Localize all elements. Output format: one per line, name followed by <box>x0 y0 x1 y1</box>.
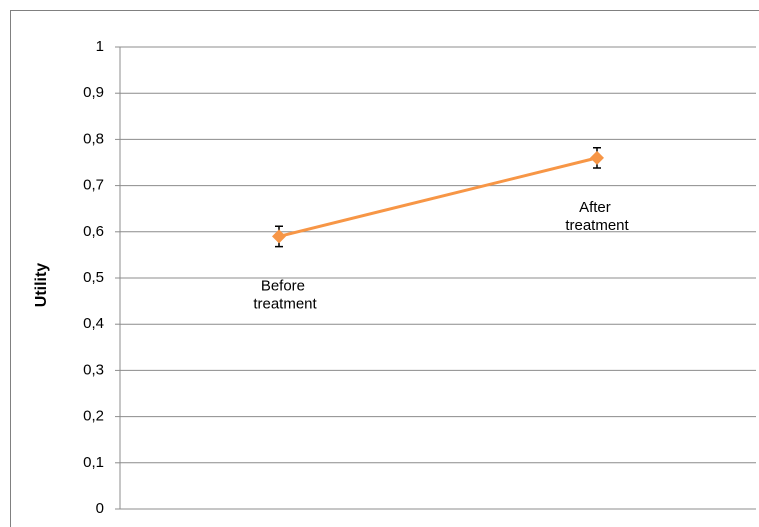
data-line <box>278 156 598 238</box>
y-tick-label: 0,6 <box>83 223 104 240</box>
y-tick-label: 0 <box>96 500 104 517</box>
y-tick-label: 0,7 <box>83 177 104 194</box>
y-tick-label: 0,3 <box>83 361 104 378</box>
y-tick-label: 0,2 <box>83 408 104 425</box>
y-tick-label: 0,8 <box>83 130 104 147</box>
y-tick-label: 0,5 <box>83 269 104 286</box>
y-tick-label: 0,4 <box>83 315 104 332</box>
y-tick-label: 1 <box>96 38 104 55</box>
category-label: Before treatment <box>253 277 317 312</box>
data-point <box>590 150 604 165</box>
y-axis-label: Utility <box>33 263 50 308</box>
y-tick-label: 0,9 <box>83 84 104 101</box>
data-point <box>272 229 286 244</box>
chart-frame <box>10 10 759 527</box>
y-tick-label: 0,1 <box>83 454 104 471</box>
category-label: After treatment <box>565 199 629 234</box>
